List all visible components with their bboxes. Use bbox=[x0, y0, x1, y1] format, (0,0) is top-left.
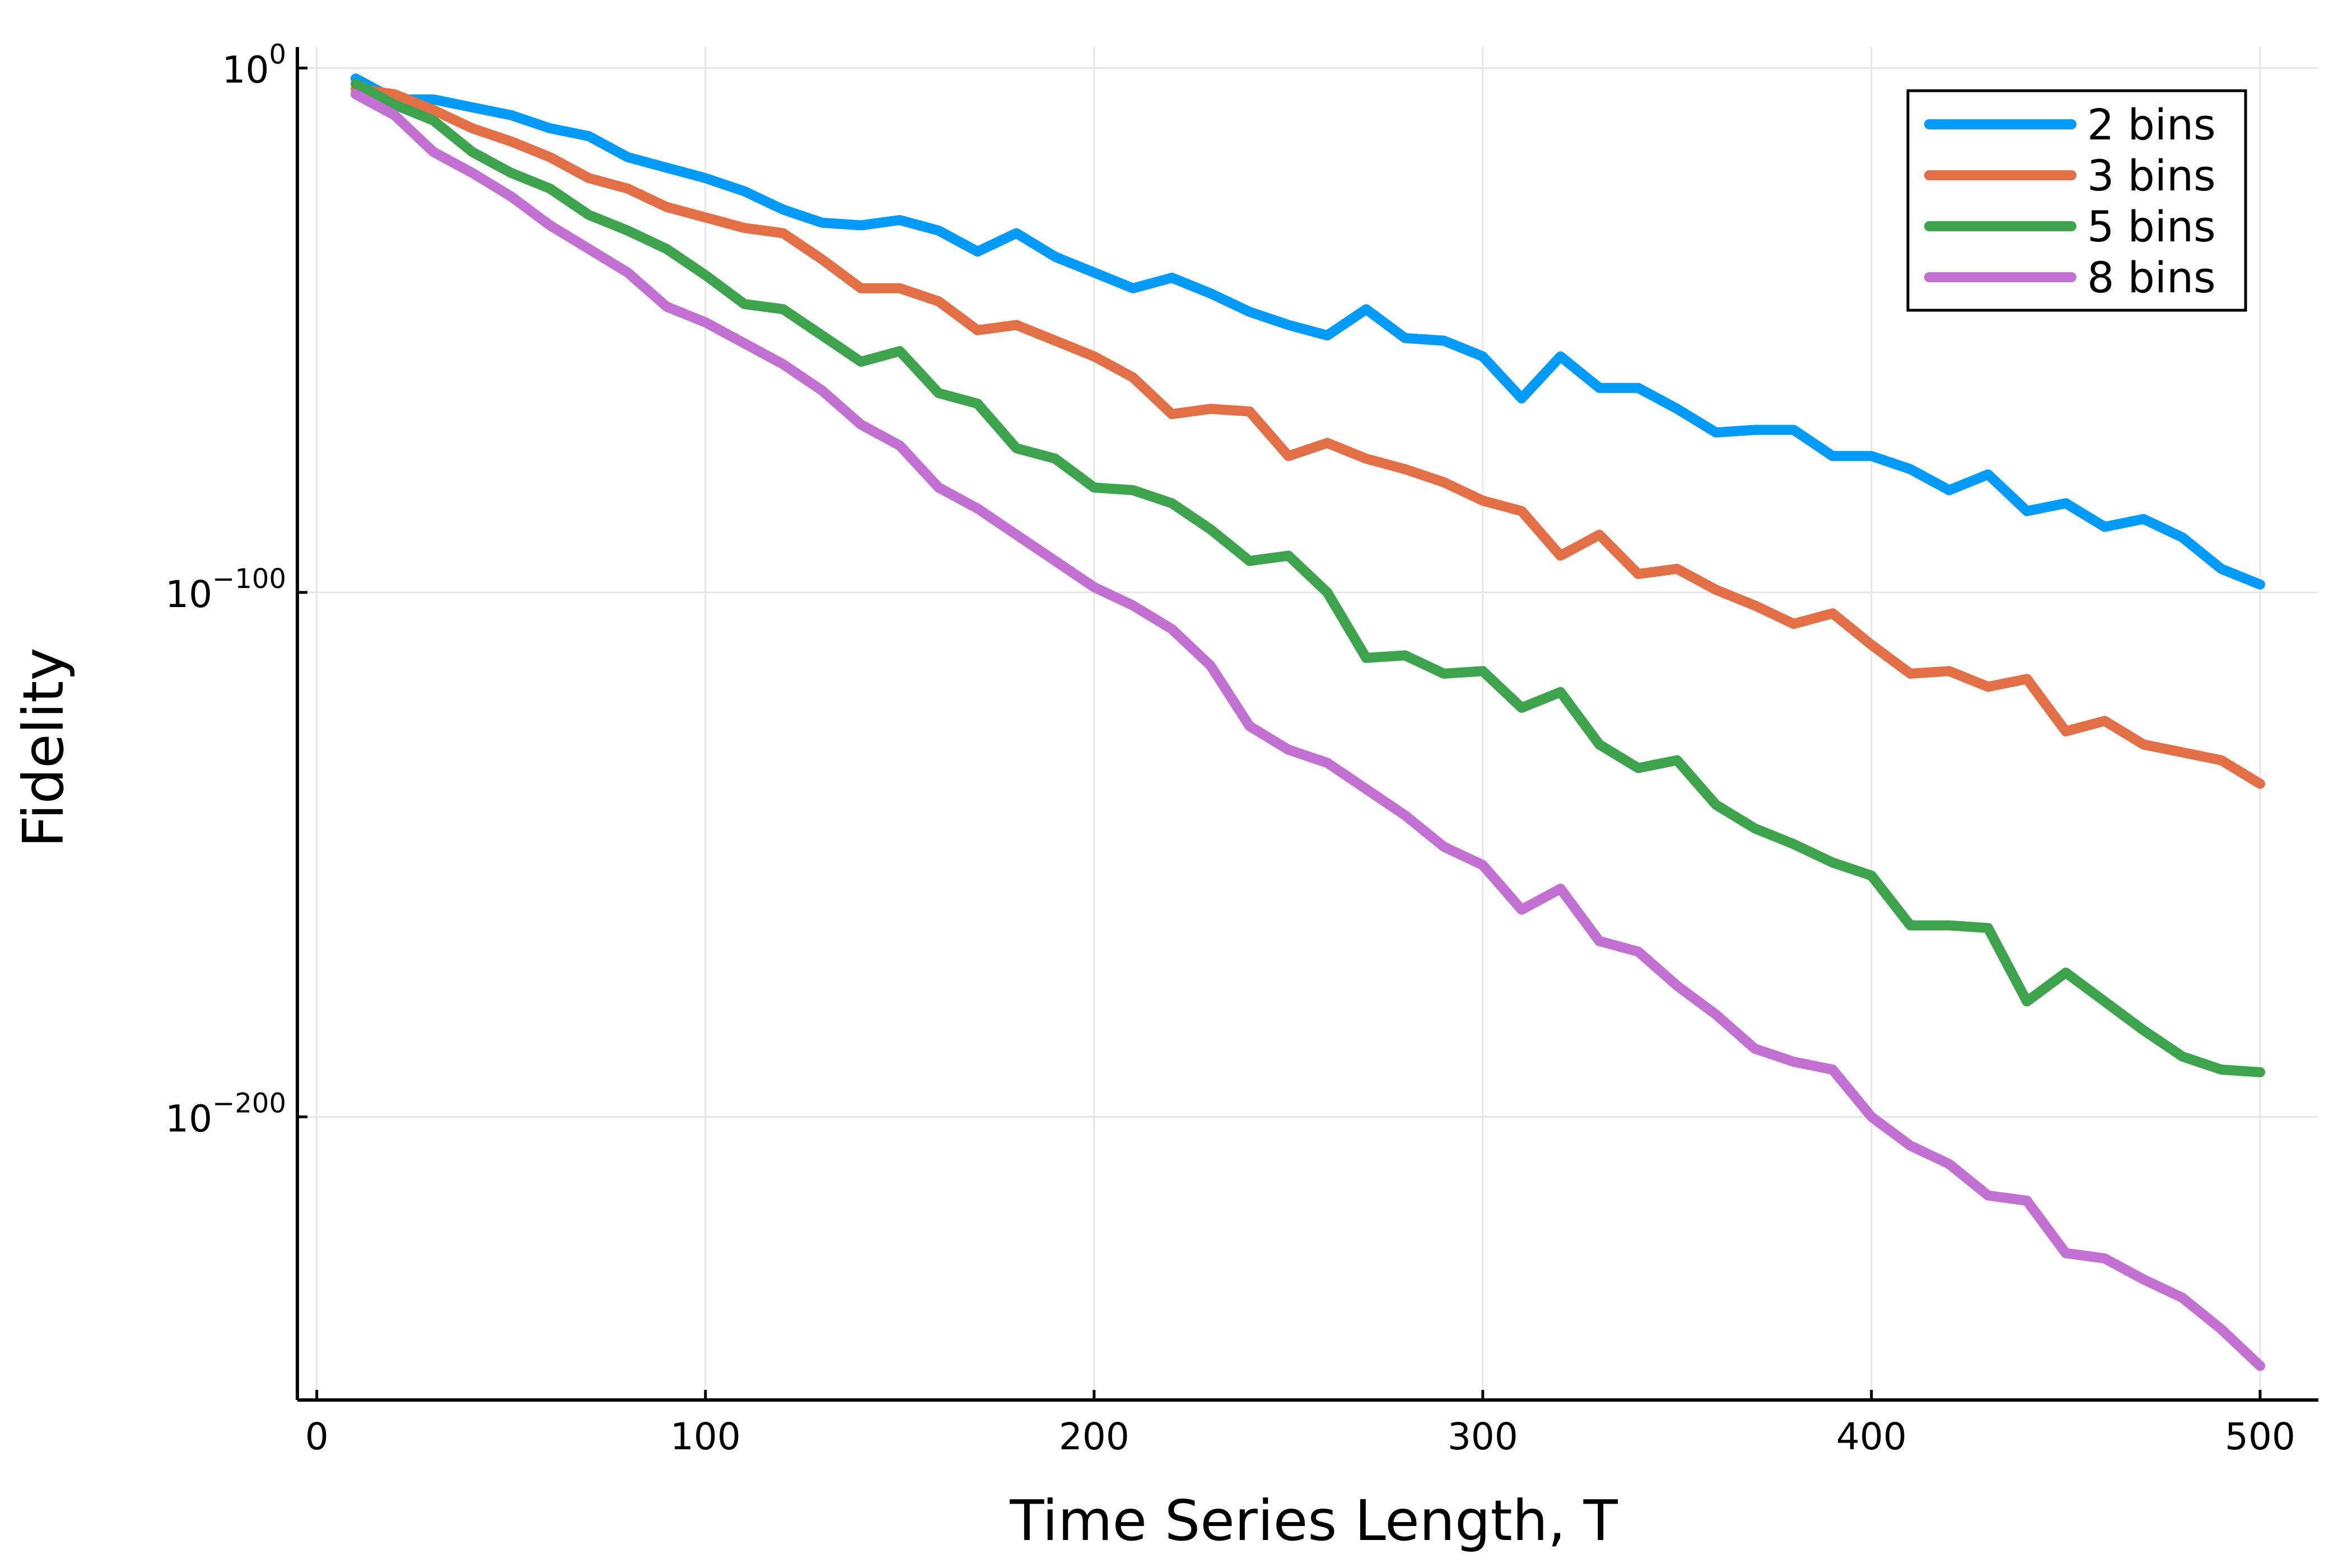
series-line-8-bins bbox=[351, 89, 2265, 1371]
series-line-5-bins bbox=[351, 78, 2265, 1077]
y-tick-label-0: 100 bbox=[222, 39, 286, 91]
legend-label-1: 3 bins bbox=[2087, 151, 2216, 200]
x-tick-label-4: 400 bbox=[1836, 1415, 1907, 1458]
y-tick-label-2: 10−200 bbox=[165, 1088, 286, 1140]
legend-label-0: 2 bins bbox=[2087, 100, 2216, 150]
series-line-2-bins bbox=[351, 73, 2265, 590]
series-line-3-bins bbox=[351, 83, 2265, 789]
axes bbox=[296, 47, 2318, 1402]
x-tick-label-3: 300 bbox=[1448, 1415, 1518, 1458]
x-tick-label-1: 100 bbox=[670, 1415, 741, 1458]
legend-label-3: 8 bins bbox=[2087, 253, 2216, 302]
tick-labels: 0 100 200 300 400 500 100 10−100 10−200 bbox=[165, 39, 2295, 1458]
legend-label-2: 5 bins bbox=[2087, 202, 2216, 251]
x-axis-title: Time Series Length, T bbox=[1009, 1488, 1618, 1553]
series-lines bbox=[351, 73, 2265, 1371]
x-tick-label-0: 0 bbox=[305, 1415, 329, 1458]
y-tick-label-1: 10−100 bbox=[165, 563, 286, 616]
y-axis-title: Fidelity bbox=[11, 648, 76, 848]
x-tick-label-2: 200 bbox=[1059, 1415, 1130, 1458]
x-tick-label-5: 500 bbox=[2225, 1415, 2295, 1458]
